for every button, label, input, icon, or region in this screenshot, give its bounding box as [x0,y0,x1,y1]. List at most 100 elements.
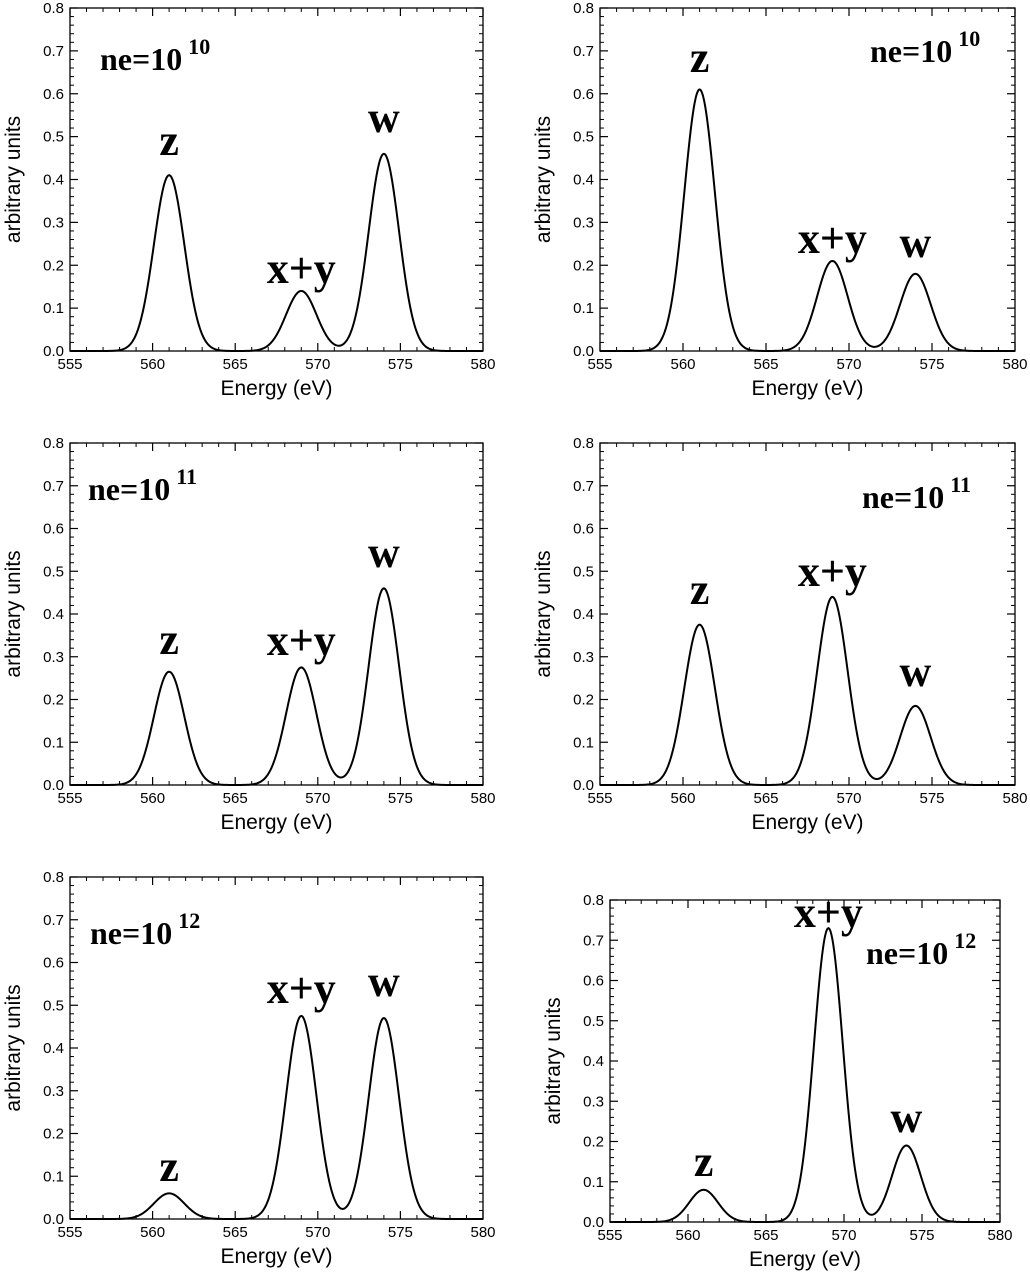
x-tick-label: 580 [987,1227,1012,1244]
y-tick-label: 0.1 [43,1168,64,1185]
x-tick-label: 575 [909,1227,934,1244]
x-tick-label: 580 [1002,790,1027,807]
spectrum-line [70,152,483,352]
density-label: ne=10 12 [90,908,200,951]
y-tick-label: 0.2 [573,692,594,709]
density-base: ne=10 [100,41,182,77]
panel-4: 555 560 565 570 575 580 0.0 0.1 0.2 0.3 0.4 0.5 0.6 0… [532,435,1028,834]
y-tick-label: 0.7 [573,478,594,495]
y-tick-label: 0.1 [43,300,64,317]
x-tick-label: 555 [597,1227,622,1244]
y-tick-label: 0.2 [43,692,64,709]
y-axis-title: arbitrary units [2,550,25,677]
spectrum-line [70,1014,483,1220]
x-axis-title: Energy (eV) [749,1248,861,1271]
y-tick-label: 0.6 [573,86,594,103]
x-tick-label: 580 [470,1224,495,1241]
peak-label-xy: x+y [267,244,336,293]
y-tick-label: 0.6 [583,973,604,990]
y-tick-label: 0.0 [583,1214,604,1231]
x-tick-label: 560 [675,1227,700,1244]
y-tick-label: 0.4 [573,172,594,189]
y-axis-title: arbitrary units [2,116,25,243]
x-tick-label: 560 [140,1224,165,1241]
y-tick-label: 0.8 [43,435,64,452]
density-base: ne=10 [866,935,948,971]
x-axis-title: Energy (eV) [220,811,332,834]
density-exponent: 10 [958,26,980,51]
y-tick-label: 0.7 [583,932,604,949]
y-tick-label: 0.7 [573,43,594,60]
panel-6: 555 560 565 570 575 580 0.0 0.1 0.2 0.3 0.4 0.5 0.6 0… [542,888,1013,1271]
y-tick-label: 0.3 [43,649,64,666]
y-tick-label: 0.2 [43,257,64,274]
x-tick-label: 555 [57,1224,82,1241]
x-axis-title: Energy (eV) [751,811,863,834]
peak-label-w: w [900,218,932,267]
density-base: ne=10 [870,33,952,69]
y-tick-label: 0.4 [573,606,594,623]
y-tick-label: 0.1 [573,734,594,751]
density-label: ne=10 12 [866,928,976,971]
y-tick-label: 0.7 [43,912,64,929]
density-exponent: 12 [954,928,976,953]
density-exponent: 11 [950,472,971,497]
x-tick-label: 575 [919,356,944,373]
peak-label-xy: x+y [267,616,336,665]
x-tick-label: 555 [587,790,612,807]
x-tick-label: 565 [223,356,248,373]
y-tick-label: 0.5 [573,563,594,580]
y-tick-label: 0.8 [573,0,594,17]
x-tick-label: 560 [140,790,165,807]
x-tick-label: 570 [305,1224,330,1241]
spectrum-line [600,88,1015,352]
x-tick-label: 570 [831,1227,856,1244]
peak-label-z: z [690,33,710,82]
y-axis-title: arbitrary units [2,984,25,1111]
x-axis-title: Energy (eV) [220,1245,332,1268]
peak-label-w: w [891,1093,923,1142]
y-tick-label: 0.8 [573,435,594,452]
y-tick-label: 0.3 [43,214,64,231]
y-tick-label: 0.8 [583,892,604,909]
y-tick-label: 0.5 [43,129,64,146]
x-tick-label: 565 [223,790,248,807]
spectrum-line [70,587,483,786]
density-exponent: 11 [176,464,197,489]
y-tick-label: 0.4 [43,1040,64,1057]
y-tick-label: 0.2 [573,257,594,274]
density-exponent: 12 [178,908,200,933]
x-tick-label: 560 [670,790,695,807]
x-tick-label: 555 [57,790,82,807]
y-tick-label: 0.5 [43,563,64,580]
density-label: ne=10 10 [100,34,210,77]
spectrum-line [610,927,1000,1223]
x-tick-label: 560 [140,356,165,373]
y-tick-label: 0.1 [583,1174,604,1191]
y-tick-label: 0.6 [43,955,64,972]
y-tick-label: 0.5 [573,129,594,146]
x-tick-label: 580 [1002,356,1027,373]
y-tick-label: 0.7 [43,478,64,495]
y-tick-label: 0.8 [43,869,64,886]
peak-label-w: w [368,93,400,142]
y-axis-title: arbitrary units [532,116,555,243]
y-axis-title: arbitrary units [532,550,555,677]
x-tick-label: 555 [57,356,82,373]
peak-label-xy: x+y [267,964,336,1013]
y-tick-label: 0.8 [43,0,64,17]
peak-label-z: z [694,1137,714,1186]
peak-label-xy: x+y [798,214,867,263]
y-tick-label: 0.1 [43,734,64,751]
peak-label-xy: x+y [794,888,863,937]
x-axis-title: Energy (eV) [220,377,332,400]
peak-label-w: w [900,647,932,696]
y-tick-label: 0.0 [43,1211,64,1228]
y-tick-label: 0.3 [573,649,594,666]
panel-5: 555 560 565 570 575 580 0.0 0.1 0.2 0.3 0.4 0.5 0.6 0… [2,869,496,1268]
x-tick-label: 575 [388,790,413,807]
density-label: ne=10 11 [862,472,971,515]
y-tick-label: 0.3 [583,1093,604,1110]
peak-label-w: w [368,528,400,577]
y-tick-label: 0.5 [583,1013,604,1030]
